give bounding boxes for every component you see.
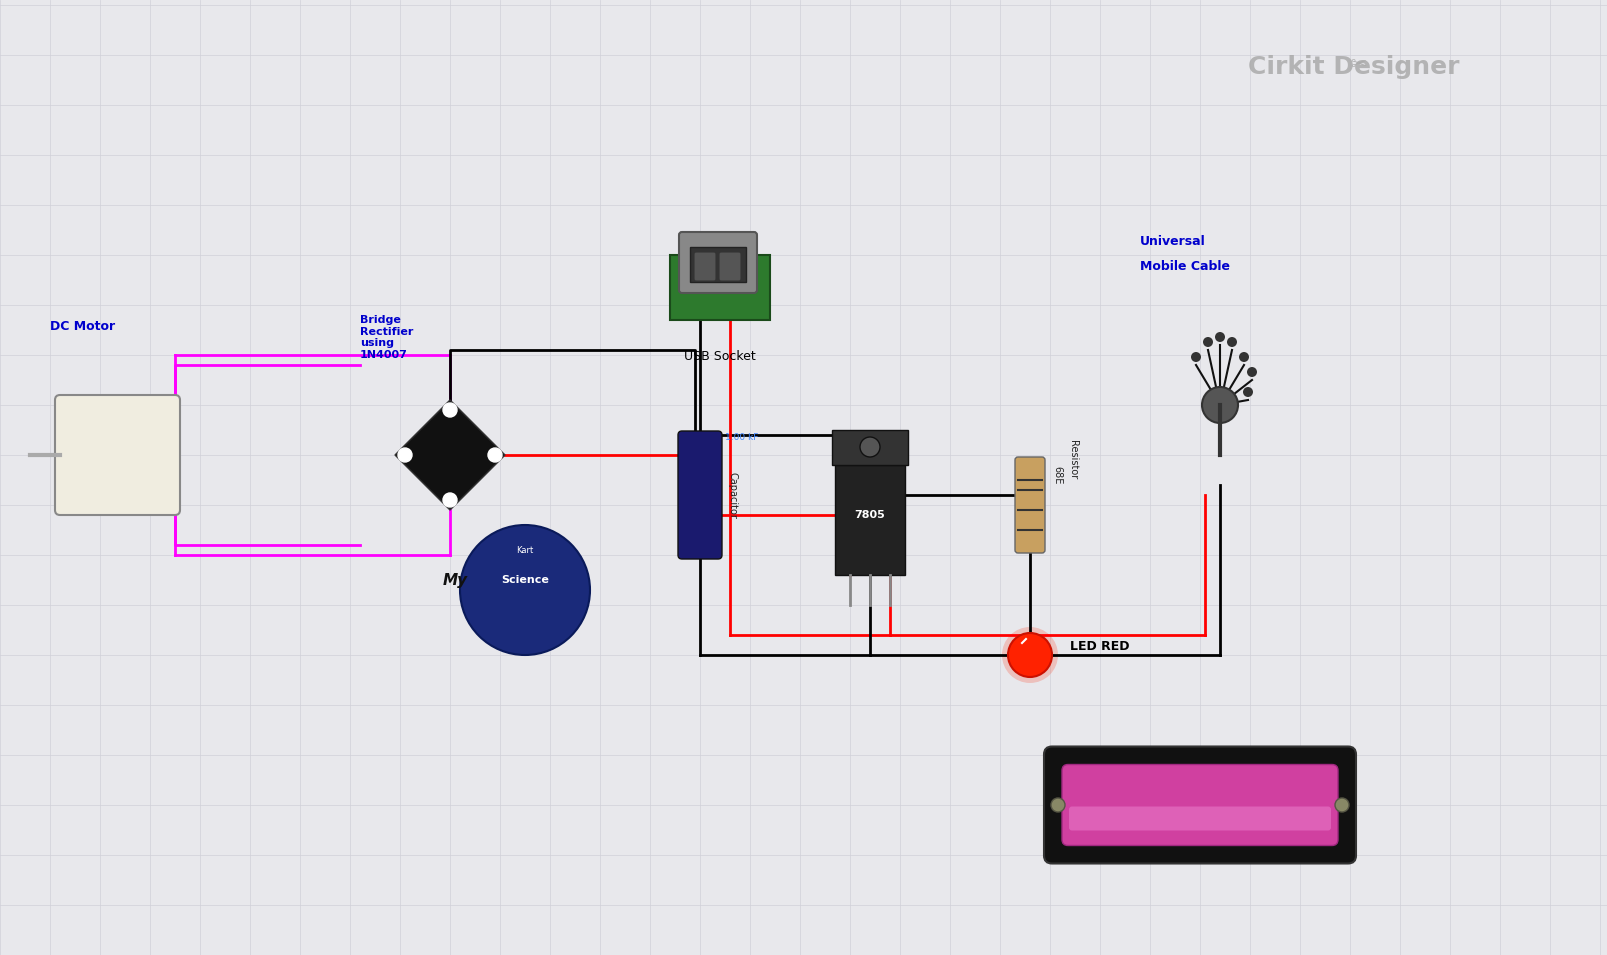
Circle shape [1215,332,1225,342]
Circle shape [460,525,590,655]
Text: Science: Science [501,575,550,585]
Text: 7805: 7805 [855,510,885,520]
Text: USB Socket: USB Socket [685,350,755,363]
FancyBboxPatch shape [680,232,757,293]
FancyBboxPatch shape [1062,765,1339,845]
Text: DC Motor: DC Motor [50,320,116,333]
FancyBboxPatch shape [689,247,746,282]
Circle shape [860,437,881,457]
Circle shape [1335,798,1348,812]
Text: Mobile Cable: Mobile Cable [1139,260,1229,273]
Text: Bridge
Rectifier
using
1N4007: Bridge Rectifier using 1N4007 [360,315,413,360]
Circle shape [444,403,456,417]
FancyBboxPatch shape [670,255,770,320]
Circle shape [399,448,411,462]
FancyBboxPatch shape [1045,747,1356,863]
Text: My: My [442,572,468,587]
Circle shape [489,448,501,462]
Circle shape [1202,387,1237,423]
Circle shape [1008,633,1053,677]
Circle shape [1003,627,1057,683]
Circle shape [1204,337,1213,347]
FancyBboxPatch shape [836,465,905,575]
Circle shape [1191,352,1200,362]
Text: Kart: Kart [516,545,534,555]
Circle shape [1242,387,1253,397]
FancyBboxPatch shape [694,252,717,281]
Text: 68E: 68E [1053,466,1062,484]
Circle shape [1247,367,1257,377]
Circle shape [444,493,456,507]
Text: Resistor: Resistor [1069,440,1078,479]
FancyBboxPatch shape [718,252,741,281]
Text: Universal: Universal [1139,235,1205,248]
FancyBboxPatch shape [678,431,722,559]
Circle shape [1239,352,1249,362]
FancyBboxPatch shape [1016,457,1045,553]
Text: Capacitor: Capacitor [728,472,738,519]
Text: Cirkit Designer: Cirkit Designer [1249,55,1461,79]
Text: ✂: ✂ [1350,55,1366,74]
Circle shape [1228,337,1237,347]
FancyBboxPatch shape [55,395,180,515]
FancyBboxPatch shape [1069,807,1331,831]
Text: LED RED: LED RED [1070,640,1130,653]
Polygon shape [395,400,505,510]
Circle shape [1051,798,1065,812]
FancyBboxPatch shape [832,430,908,465]
Text: 1.00 kF: 1.00 kF [725,433,759,442]
